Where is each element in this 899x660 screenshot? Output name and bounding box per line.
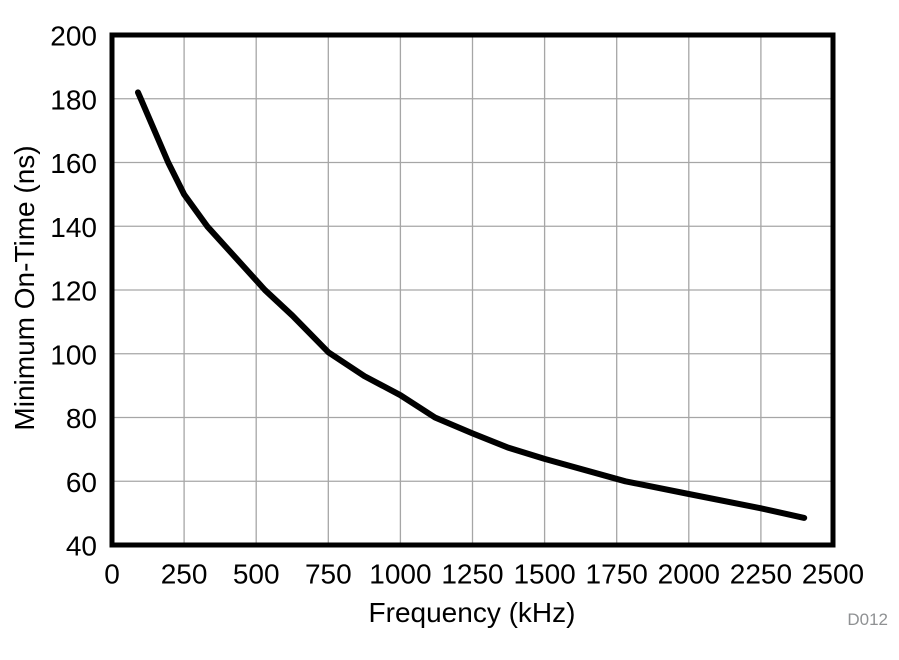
y-tick-label: 160 — [50, 148, 97, 179]
x-tick-label: 2000 — [658, 559, 720, 590]
y-axis-tick-labels: 40 60 80 100 120 140 160 180 200 — [50, 21, 97, 562]
y-tick-label: 200 — [50, 21, 97, 52]
y-tick-label: 180 — [50, 84, 97, 115]
x-tick-label: 0 — [104, 559, 120, 590]
data-curve-group — [135, 89, 808, 521]
x-tick-label: 2500 — [802, 559, 864, 590]
x-tick-label: 2250 — [730, 559, 792, 590]
plot-frame — [109, 32, 836, 548]
x-axis-title: Frequency (kHz) — [369, 597, 576, 628]
x-tick-label: 500 — [233, 559, 280, 590]
y-tick-label: 140 — [50, 212, 97, 243]
x-tick-label: 250 — [161, 559, 208, 590]
y-axis-title: Minimum On-Time (ns) — [9, 145, 40, 430]
y-tick-label: 80 — [66, 403, 97, 434]
x-tick-label: 1750 — [586, 559, 648, 590]
y-tick-label: 40 — [66, 531, 97, 562]
x-axis-tick-labels: 0 250 500 750 1000 1250 1500 1750 2000 2250 2500 — [104, 559, 864, 590]
grid-lines — [112, 35, 833, 545]
x-tick-label: 750 — [305, 559, 352, 590]
y-tick-label: 100 — [50, 339, 97, 370]
x-tick-label: 1500 — [513, 559, 575, 590]
y-tick-label: 60 — [66, 467, 97, 498]
x-tick-label: 1000 — [369, 559, 431, 590]
x-tick-label: 1250 — [441, 559, 503, 590]
y-tick-label: 120 — [50, 276, 97, 307]
figure-id-label: D012 — [847, 610, 888, 629]
data-curve — [135, 89, 808, 521]
